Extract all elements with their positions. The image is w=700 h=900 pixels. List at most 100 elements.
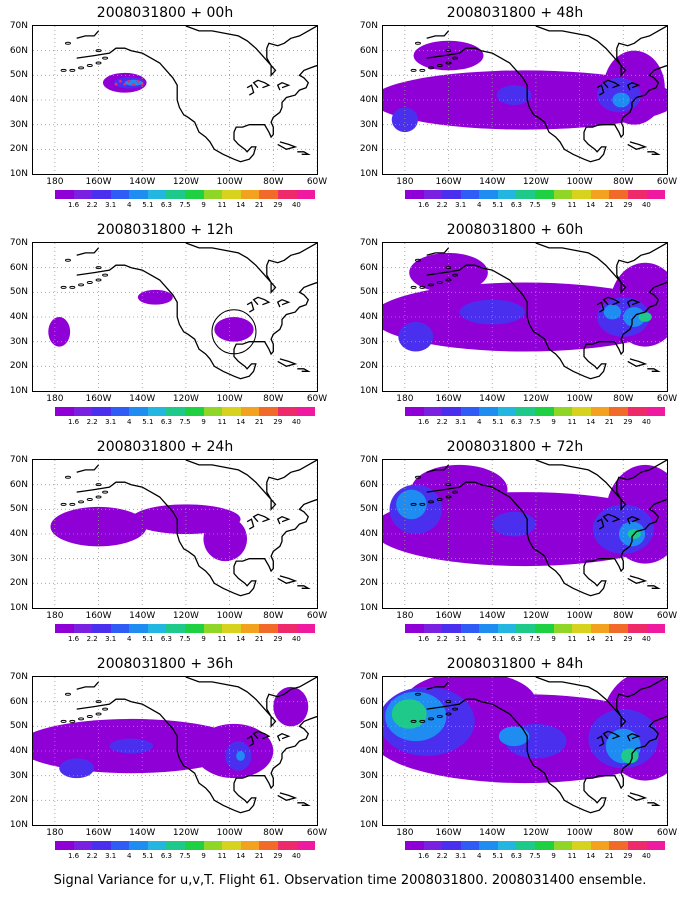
colorbar-label: 4 — [477, 201, 482, 209]
colorbar-label: 9 — [201, 852, 206, 860]
coastline — [426, 247, 449, 256]
latitude-label: 70N — [359, 21, 378, 31]
island-outline — [102, 490, 109, 494]
island-outline — [436, 63, 443, 67]
colorbar-label: 3.1 — [105, 635, 117, 643]
colorbar-swatch — [203, 624, 223, 633]
colorbar-swatch — [572, 624, 591, 633]
colorbar-label: 29 — [273, 852, 283, 860]
latitude-label: 50N — [359, 504, 378, 515]
colorbar-label: 9 — [551, 635, 556, 643]
colorbar-label: 40 — [291, 418, 301, 426]
colorbar-label: 7.5 — [529, 418, 541, 426]
longitude-label: 80W — [263, 177, 284, 187]
colorbar — [55, 841, 316, 850]
coastline — [602, 730, 621, 740]
colorbar-label: 1.6 — [417, 635, 430, 643]
flight-track-dot — [114, 82, 118, 86]
coastline — [76, 681, 99, 690]
colorbar-label: 7.5 — [179, 852, 191, 860]
forecast-panel-00h: 2008031800 + 00h 70N 60N 50N 40N 30N 20N 10N 180… — [0, 4, 330, 219]
colorbar-label: 21 — [604, 201, 614, 209]
coastline — [626, 515, 641, 525]
island-outline — [64, 258, 71, 262]
colorbar-label: 14 — [586, 418, 596, 426]
colorbar — [55, 624, 316, 633]
latitude-label: 10N — [359, 386, 378, 396]
colorbar-label: 9 — [201, 418, 206, 426]
colorbar-label: 6.3 — [160, 635, 172, 643]
colorbar-label: 21 — [254, 635, 264, 643]
colorbar-label: 2.2 — [86, 201, 98, 209]
variance-contour — [273, 686, 309, 727]
coastline — [276, 515, 291, 525]
map-canvas — [33, 677, 317, 825]
longitude-label: 140W — [129, 177, 156, 187]
island-outline — [60, 285, 67, 289]
panel-title: 2008031800 + 48h — [446, 5, 584, 21]
colorbar-swatch — [185, 407, 204, 416]
colorbar-label: 3.1 — [455, 852, 467, 860]
colorbar-label: 40 — [291, 201, 301, 209]
colorbar-swatch — [110, 624, 130, 633]
latitude-label: 70N — [9, 21, 28, 31]
longitude-label: 180 — [396, 828, 414, 838]
map-area — [382, 676, 668, 826]
colorbar-swatch — [553, 407, 573, 416]
colorbar-swatch — [627, 407, 647, 416]
latitude-label: 40N — [9, 746, 28, 756]
colorbar-swatch — [646, 190, 666, 199]
colorbar-swatch — [73, 841, 93, 850]
colorbar-label: 1.6 — [417, 418, 430, 426]
latitude-label: 20N — [359, 144, 378, 155]
colorbar-swatch — [553, 841, 573, 850]
map-area — [32, 25, 318, 175]
island-outline — [436, 497, 443, 501]
island-outline — [419, 502, 426, 506]
colorbar-label: 21 — [604, 635, 614, 643]
longitude-label: 160W — [85, 177, 112, 187]
colorbar-swatch — [646, 407, 666, 416]
coastline — [647, 802, 661, 806]
latitude-label: 40N — [359, 746, 378, 756]
coastline — [626, 298, 641, 308]
panel-title: 2008031800 + 24h — [96, 439, 234, 455]
panel-title: 2008031800 + 60h — [446, 222, 584, 238]
colorbar-label: 2.2 — [436, 418, 448, 426]
colorbar-label: 2.2 — [86, 635, 98, 643]
colorbar-swatch — [479, 407, 498, 416]
colorbar-swatch — [166, 190, 186, 199]
latitude-label: 60N — [359, 479, 378, 490]
colorbar-label: 21 — [254, 418, 264, 426]
longitude-label: 140W — [479, 828, 506, 838]
island-outline — [60, 719, 67, 723]
coastline — [602, 79, 621, 89]
coastline — [185, 26, 317, 77]
longitude-label: 60W — [306, 828, 328, 838]
colorbar-swatch — [296, 624, 316, 633]
island-outline — [428, 717, 435, 721]
latitude-label: 20N — [359, 578, 378, 589]
colorbar-swatch — [442, 407, 461, 416]
longitude-label: 140W — [479, 611, 506, 621]
latitude-label: 20N — [359, 795, 378, 806]
colorbar-swatch — [479, 624, 498, 633]
colorbar-label: 3.1 — [455, 201, 467, 209]
coastline — [246, 735, 255, 747]
colorbar-swatch — [590, 841, 610, 850]
longitude-label: 120W — [522, 394, 549, 404]
island-outline — [69, 285, 76, 289]
coastline — [277, 141, 298, 150]
map-canvas — [383, 677, 667, 825]
longitude-label: 160W — [435, 394, 462, 404]
colorbar-swatch — [110, 190, 130, 199]
colorbar-swatch — [277, 190, 297, 199]
longitude-label: 60W — [656, 394, 678, 404]
forecast-panel-84h: 2008031800 + 84h 70N 60N 50N 40N 30N 20N 10N 180… — [350, 655, 680, 870]
colorbar-swatch — [55, 841, 74, 850]
longitude-label: 60W — [656, 177, 678, 187]
longitude-label: 60W — [306, 611, 328, 621]
latitude-label: 50N — [359, 287, 378, 298]
island-outline — [60, 502, 67, 506]
colorbar-label: 5.1 — [492, 201, 504, 209]
